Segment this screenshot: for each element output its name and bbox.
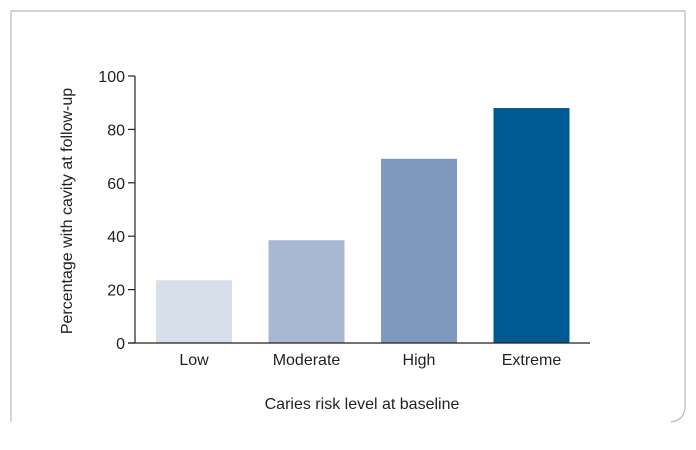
x-axis-categories: Low Moderate High Extreme	[179, 352, 561, 369]
chart-frame	[10, 10, 686, 423]
x-category-label: High	[403, 352, 436, 369]
bar-high	[381, 158, 457, 343]
y-tick-label: 100	[98, 69, 125, 86]
bar-moderate	[268, 240, 345, 343]
y-tick-label: 40	[107, 229, 125, 246]
x-category-label: Moderate	[273, 352, 341, 369]
y-tick-label: 20	[107, 283, 125, 300]
y-axis-ticks: 0 20 40 60 80 100	[98, 69, 135, 353]
y-tick-label: 0	[116, 336, 125, 353]
bar-low	[156, 280, 232, 343]
y-tick-label: 80	[107, 122, 125, 139]
x-category-label: Extreme	[502, 352, 562, 369]
bars	[156, 108, 570, 343]
y-tick-label: 60	[107, 176, 125, 193]
bar-extreme	[493, 108, 570, 343]
x-category-label: Low	[179, 352, 209, 369]
y-axis-title: Percentage with cavity at follow-up	[59, 88, 76, 334]
x-axis-title: Caries risk level at baseline	[265, 396, 460, 413]
